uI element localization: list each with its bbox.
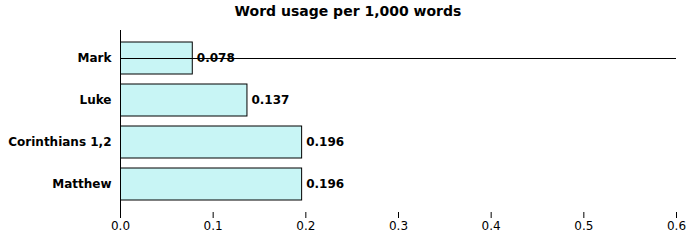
svg-text:0.078: 0.078 [197, 51, 235, 65]
svg-text:Mark: Mark [78, 51, 113, 65]
svg-text:0.137: 0.137 [251, 93, 289, 107]
svg-text:Corinthians 1,2: Corinthians 1,2 [8, 135, 111, 149]
svg-text:0.196: 0.196 [306, 177, 344, 191]
svg-text:0.0: 0.0 [111, 219, 130, 233]
svg-text:0.196: 0.196 [306, 135, 344, 149]
svg-text:0.3: 0.3 [389, 219, 408, 233]
svg-text:Matthew: Matthew [52, 177, 111, 191]
svg-text:0.2: 0.2 [296, 219, 315, 233]
svg-text:0.6: 0.6 [667, 219, 686, 233]
html-text:Word usage per 1,000 words: Word usage per 1,000 words [234, 3, 462, 19]
svg-text:Luke: Luke [80, 93, 112, 107]
svg-text:0.5: 0.5 [574, 219, 593, 233]
svg-text:0.1: 0.1 [204, 219, 223, 233]
svg-text:0.4: 0.4 [482, 219, 501, 233]
